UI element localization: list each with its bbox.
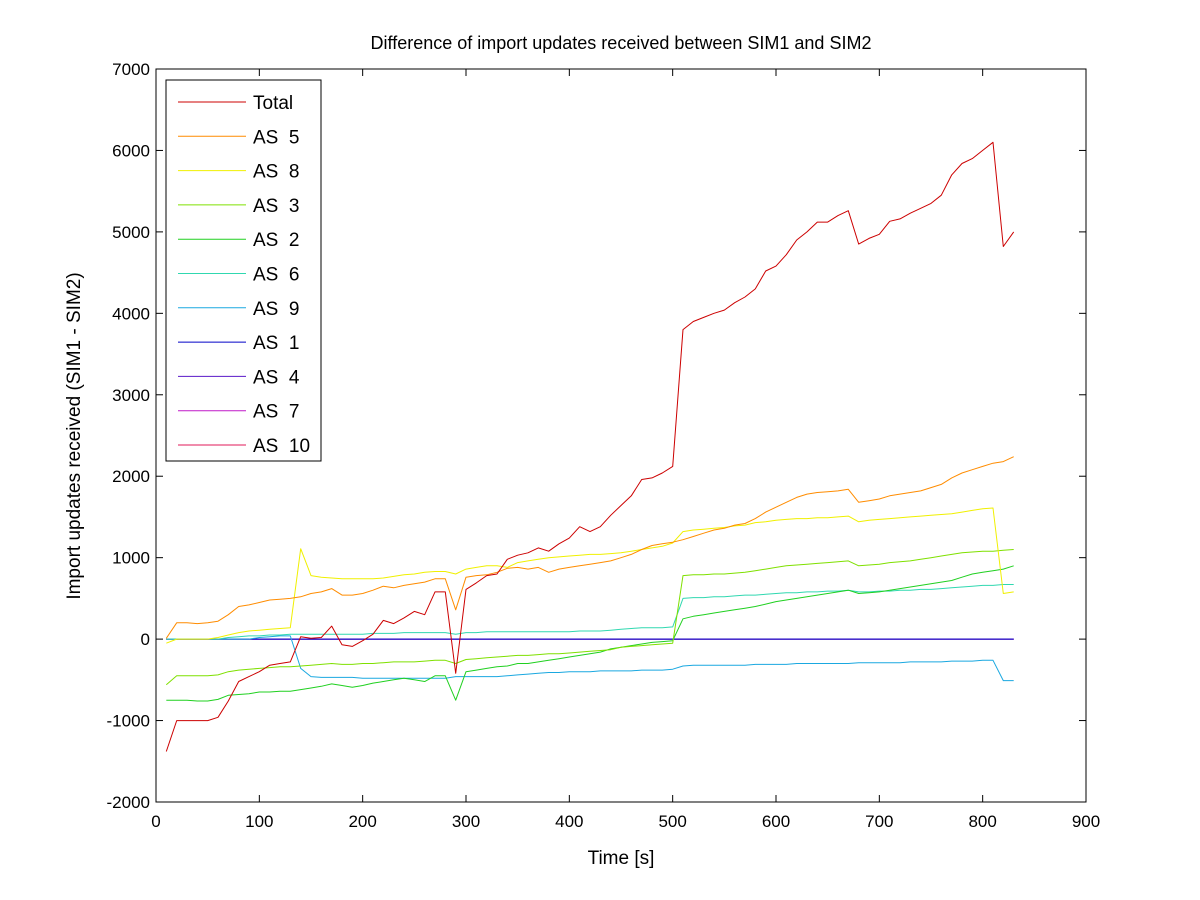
y-tick-label: 6000 [112, 141, 150, 160]
y-tick-label: 0 [141, 630, 150, 649]
series-line-as-2 [166, 565, 1014, 702]
legend-box [165, 79, 322, 462]
y-tick-label: 2000 [112, 467, 150, 486]
axis-ticks: 0 100 200 300 400 500 600 700 800 900 -2000 -1000 0 1… [107, 60, 1101, 831]
legend-label: Total [253, 93, 293, 114]
x-tick-label: 800 [968, 812, 996, 831]
x-tick-label: 300 [452, 812, 480, 831]
y-tick-label: 5000 [112, 223, 150, 242]
series-line-as-3 [165, 549, 1014, 686]
x-tick-label: 700 [865, 812, 893, 831]
series-line-as-6 [166, 584, 1014, 640]
legend-label: AS 5 [253, 127, 299, 148]
x-tick-label: 400 [555, 812, 583, 831]
legend-label: AS 8 [253, 162, 299, 183]
series-line-as-8 [166, 507, 1014, 644]
x-tick-label: 200 [348, 812, 376, 831]
x-axis-title: Time [s] [588, 848, 655, 869]
x-tick-label: 100 [245, 812, 273, 831]
legend-label: AS 9 [253, 299, 299, 320]
x-tick-label: 600 [762, 812, 790, 831]
legend-label: AS 2 [253, 230, 299, 251]
series-layer [165, 141, 1015, 752]
y-tick-label: 1000 [112, 549, 150, 568]
legend-label: AS 10 [253, 436, 310, 457]
legend-label: AS 7 [253, 402, 299, 423]
y-tick-label: 7000 [112, 60, 150, 79]
x-tick-label: 500 [658, 812, 686, 831]
chart-title: Difference of import updates received be… [371, 33, 872, 53]
y-tick-label: 3000 [112, 386, 150, 405]
series-line-as-5 [165, 456, 1014, 639]
y-axis-title: Import updates received (SIM1 - SIM2) [64, 272, 85, 599]
legend: Total AS 5 AS 8 AS 3 AS 2 AS 6 AS 9 AS 1 AS 4 AS … [165, 79, 322, 462]
legend-label: AS 4 [253, 367, 300, 388]
legend-label: AS 1 [253, 333, 299, 354]
legend-label: AS 6 [253, 265, 299, 286]
y-tick-label: -2000 [107, 793, 150, 812]
series-line-as-9 [166, 635, 1014, 682]
y-tick-label: -1000 [107, 712, 150, 731]
x-tick-label: 900 [1072, 812, 1100, 831]
y-tick-label: 4000 [112, 304, 150, 323]
series-line-total [165, 141, 1015, 752]
legend-label: AS 3 [253, 196, 299, 217]
x-tick-label: 0 [151, 812, 160, 831]
